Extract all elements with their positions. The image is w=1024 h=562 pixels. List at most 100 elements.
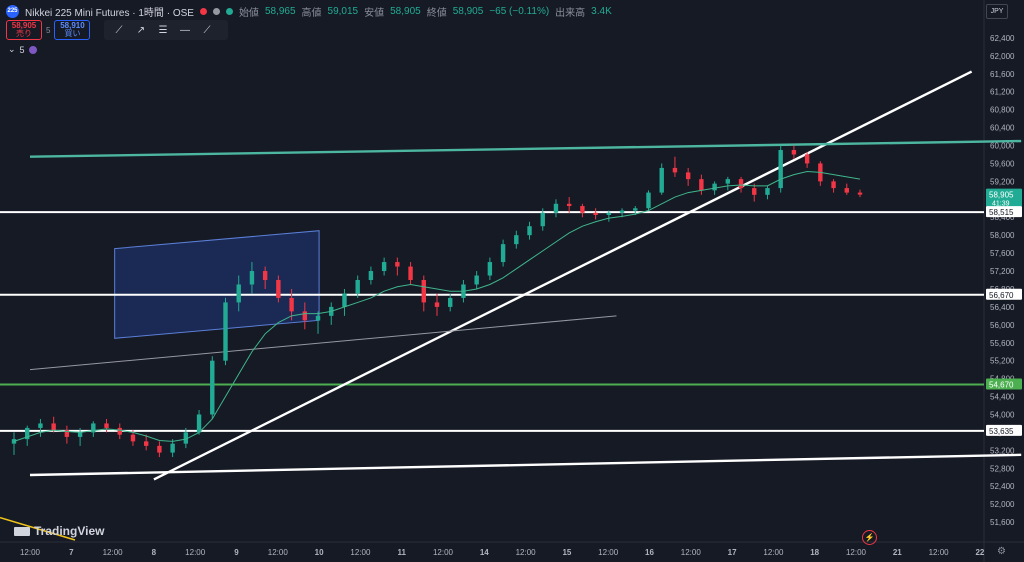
low-value: 58,905 (390, 5, 421, 17)
price-label: 56,670 (989, 291, 1014, 300)
sell-button[interactable]: 58,905 売り (6, 20, 42, 40)
trendline-tool-icon[interactable]: ⟋ (115, 24, 123, 36)
price-label: 53,635 (989, 427, 1014, 436)
candle-body (448, 297, 453, 307)
data-dot-icon (225, 7, 233, 15)
x-tick-label: 9 (234, 548, 239, 557)
tradingview-logo: TradingView (14, 524, 104, 538)
tradingview-mark-icon (14, 526, 30, 536)
indicator-count[interactable]: 5 (19, 44, 25, 55)
candle-body (699, 179, 704, 191)
candle-body (77, 432, 83, 437)
trend-line-mid-thin (29, 315, 617, 371)
y-tick-label: 62,400 (990, 34, 1015, 43)
x-tick-label: 16 (645, 548, 654, 557)
brush-tool-icon[interactable]: ⟋ (203, 24, 211, 36)
indicator-icon[interactable] (28, 45, 37, 54)
x-tick-label: 12:00 (185, 548, 206, 557)
candle-body (130, 434, 136, 442)
buy-button[interactable]: 58,910 買い (54, 20, 91, 40)
candle-body (712, 183, 717, 191)
x-tick-label: 7 (69, 548, 74, 557)
chart-title[interactable]: Nikkei 225 Mini Futures · 1時間 · OSE (25, 7, 194, 19)
trend-line-resistance (29, 139, 1022, 158)
candle-body (143, 441, 149, 446)
candle-body (752, 188, 757, 195)
logo-text: TradingView (34, 524, 105, 538)
y-tick-label: 57,200 (990, 267, 1015, 276)
y-tick-label: 55,200 (990, 357, 1015, 366)
candle-body (51, 423, 56, 431)
candle-body (117, 427, 122, 435)
candle-body (262, 271, 268, 280)
price-label-bg (986, 288, 1022, 300)
low-label: 安値 (364, 7, 385, 19)
x-tick-label: 12:00 (20, 548, 41, 557)
sell-price: 58,905 (11, 21, 37, 30)
y-tick-label: 57,600 (990, 249, 1015, 258)
y-tick-label: 56,400 (990, 303, 1015, 312)
candle-body (844, 188, 849, 193)
ray-tool-icon[interactable]: ↗ (136, 24, 146, 36)
y-tick-label: 58,400 (990, 213, 1015, 222)
candle-body (791, 150, 797, 155)
price-label: 58,905 (989, 191, 1014, 200)
y-tick-label: 60,000 (990, 142, 1015, 151)
high-label: 高値 (301, 7, 322, 19)
fib-tool-icon[interactable]: ☰ (158, 24, 168, 36)
candle-body (619, 210, 625, 213)
candle-body (236, 284, 241, 303)
x-tick-label: 12:00 (433, 548, 454, 557)
eye-icon[interactable] (212, 7, 220, 15)
open-label: 始値 (238, 7, 259, 19)
trade-box: 58,905 売り 5 58,910 買い (6, 20, 91, 40)
x-tick-label: 14 (480, 548, 489, 557)
x-tick-label: 17 (728, 548, 737, 557)
price-label-bg (986, 424, 1022, 436)
x-tick-label: 22 (975, 548, 984, 557)
price-label-countdown: 41:39 (992, 201, 1010, 208)
candle-body (315, 315, 321, 321)
x-tick-label: 8 (152, 548, 157, 557)
y-tick-label: 52,400 (990, 482, 1015, 491)
candle-body (368, 271, 374, 280)
candle-body (765, 188, 770, 195)
change-value: −65 (−0.11%) (489, 5, 550, 17)
x-tick-label: 12:00 (268, 548, 289, 557)
horizontal-line-tool-icon[interactable]: — (180, 24, 190, 36)
yellow-line (0, 516, 76, 541)
gear-icon[interactable]: ⚙ (997, 546, 1006, 557)
lightning-icon[interactable]: ⚡ (862, 530, 877, 545)
x-tick-label: 12:00 (598, 548, 619, 557)
candle-body (104, 423, 109, 428)
drawing-toolbar: ⟋ ↗ ☰ — ⟋ (104, 20, 228, 40)
currency-selector[interactable]: JPY (986, 4, 1008, 19)
buy-label: 買い (64, 29, 81, 38)
high-value: 59,015 (327, 5, 359, 17)
y-tick-label: 51,600 (990, 518, 1015, 527)
candle-body (64, 430, 70, 437)
x-tick-label: 10 (315, 548, 324, 557)
x-tick-label: 12:00 (846, 548, 867, 557)
y-tick-label: 62,000 (990, 52, 1015, 61)
chevron-down-icon[interactable]: ⌄ (8, 44, 16, 54)
candle-body (659, 167, 664, 193)
x-tick-label: 11 (397, 548, 406, 557)
candle-body (606, 212, 612, 215)
candle-body (223, 302, 228, 361)
trend-line-lower-channel (29, 453, 1022, 477)
x-tick-label: 12:00 (763, 548, 784, 557)
candle-body (831, 181, 836, 189)
symbol-badge[interactable]: 225 (6, 4, 19, 18)
x-tick-label: 21 (893, 548, 902, 557)
close-label: 終値 (426, 7, 447, 19)
candle-body (527, 226, 532, 236)
y-tick-label: 54,000 (990, 410, 1015, 419)
candle-body (11, 439, 17, 444)
candle-body (170, 443, 175, 453)
price-label: 54,670 (989, 380, 1014, 389)
y-tick-label: 59,200 (990, 177, 1015, 186)
candle-body (276, 280, 281, 298)
candle-body (421, 280, 426, 303)
